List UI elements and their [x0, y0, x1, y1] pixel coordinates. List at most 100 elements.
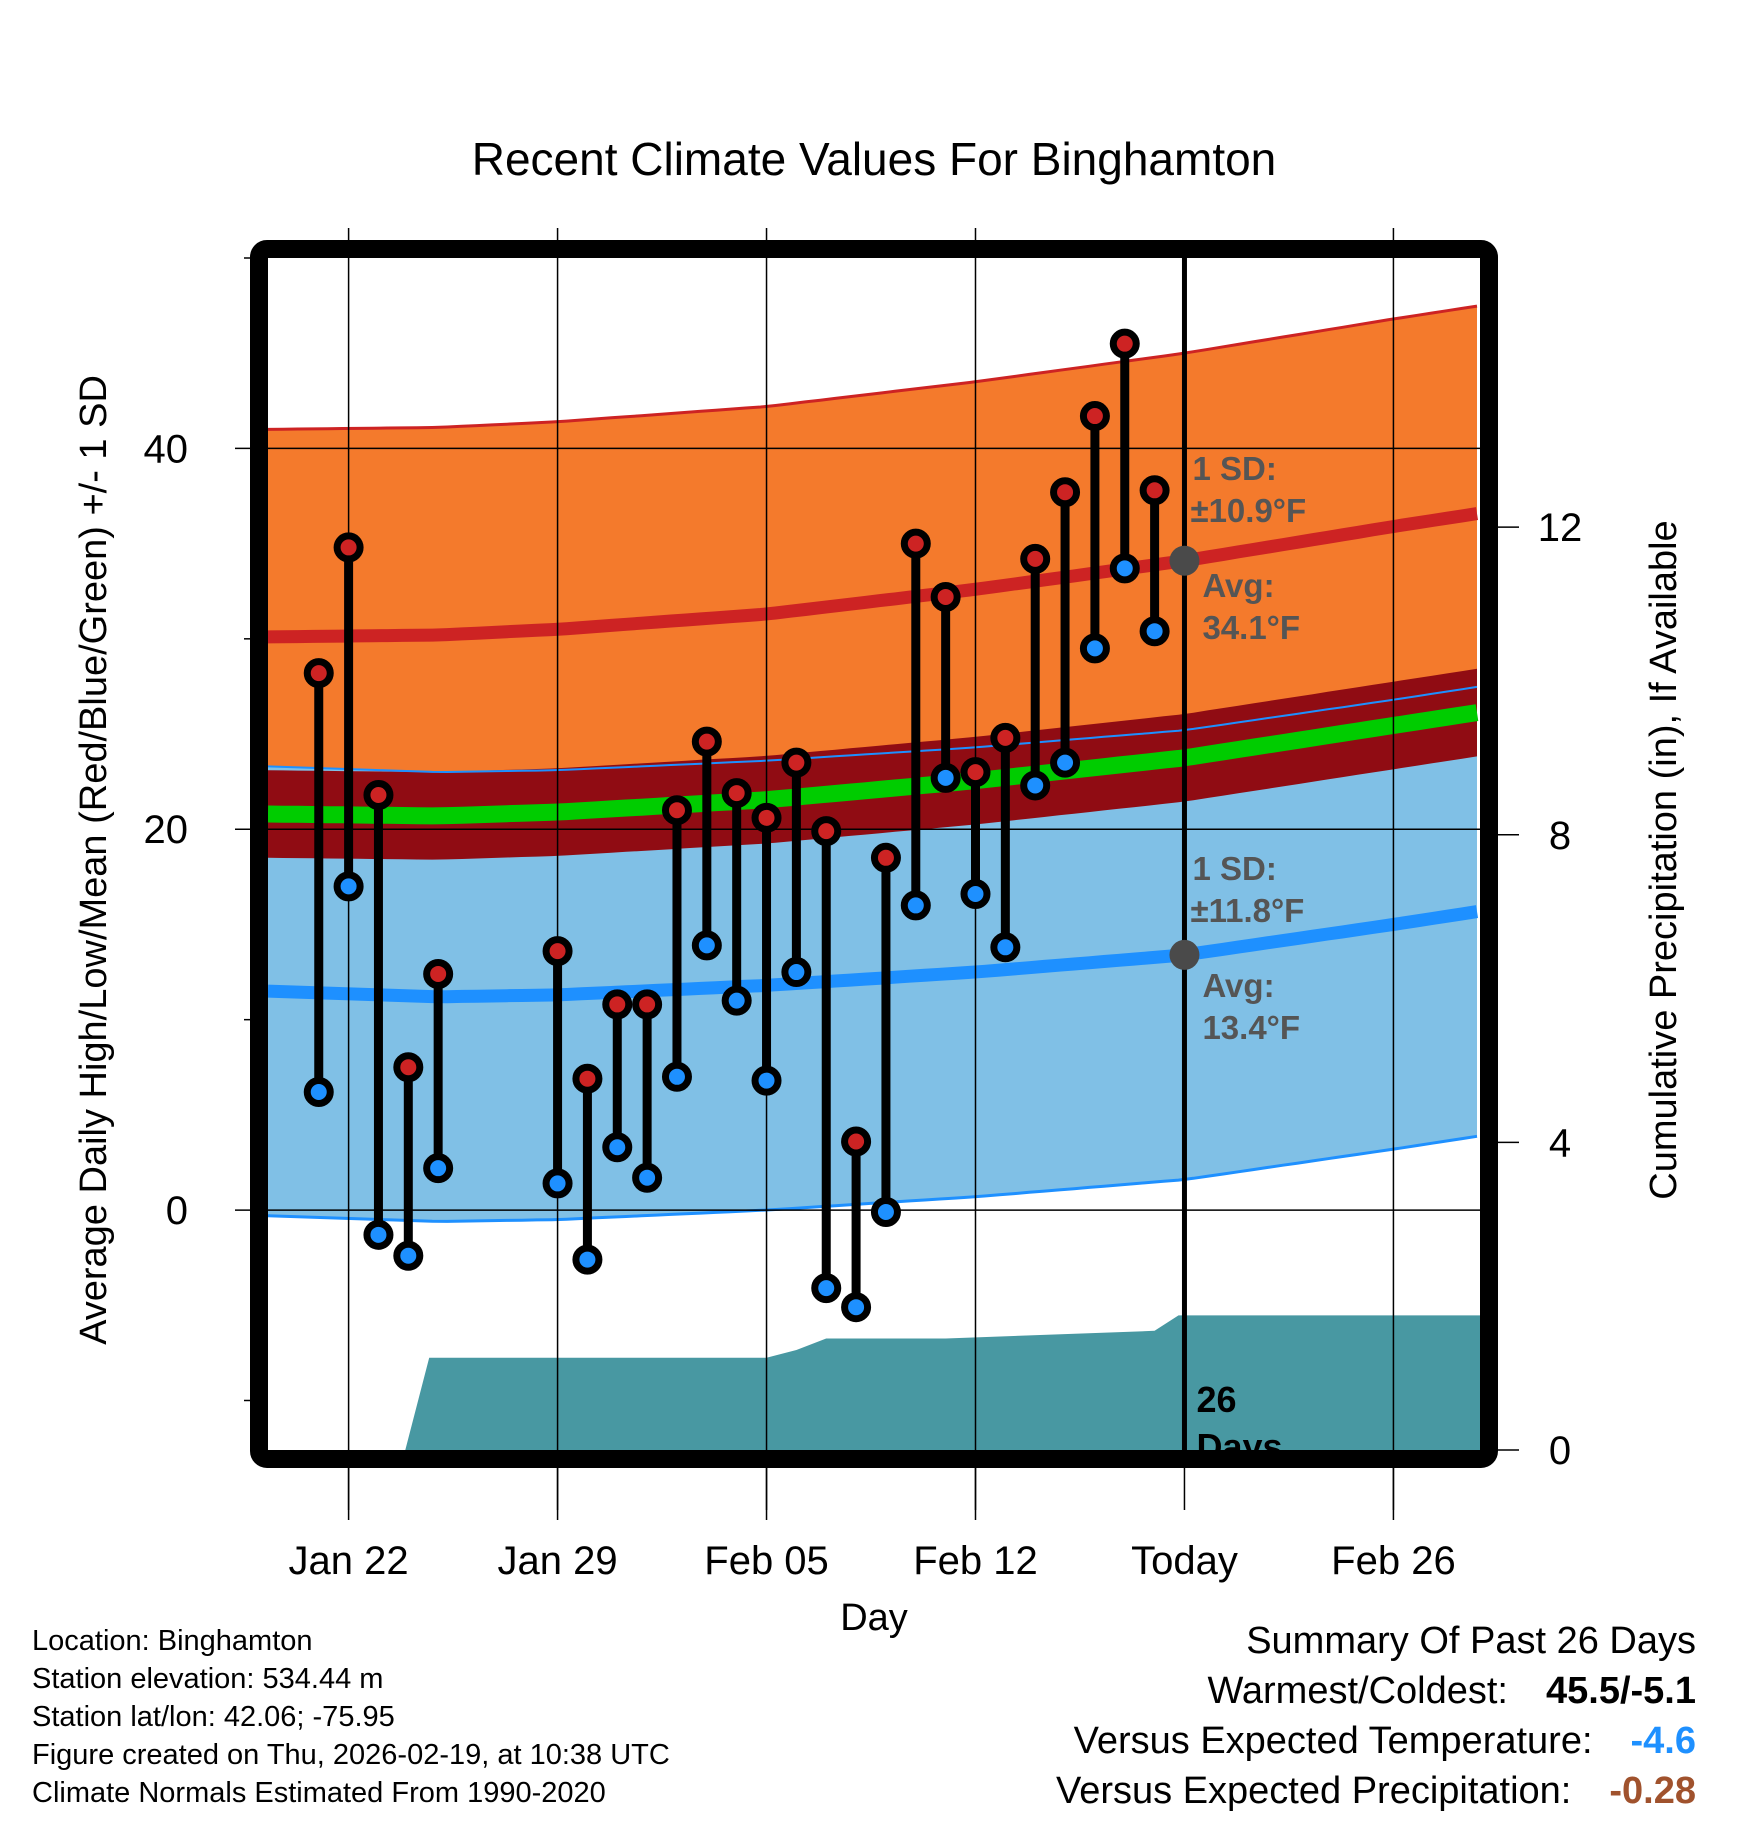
mean-normal-line [268, 704, 1479, 825]
daily-low-marker [900, 890, 931, 921]
daily-high-marker [930, 581, 961, 612]
x-tick-label: Feb 12 [913, 1539, 1038, 1583]
daily-low-marker [960, 878, 991, 909]
low-normal-line [268, 905, 1478, 1004]
daily-high-marker [1109, 328, 1140, 359]
high-avg-value: 34.1°F [1202, 609, 1300, 646]
daily-low-marker [841, 1292, 872, 1323]
low-sd-lower-line [268, 1134, 1478, 1223]
daily-low-marker [721, 985, 752, 1016]
high-sd-upper-line [268, 304, 1478, 431]
daily-high-marker [1079, 401, 1110, 432]
low-avg-value: 13.4°F [1202, 1009, 1300, 1046]
summary-title: Summary Of Past 26 Days [1246, 1620, 1696, 1662]
daily-low-marker [393, 1240, 424, 1271]
daily-low-marker [632, 1162, 663, 1193]
daily-low-marker [363, 1219, 394, 1250]
days-count-label: 26 [1196, 1379, 1236, 1420]
created-text: Figure created on Thu, 2026-02-19, at 10… [32, 1739, 670, 1771]
low-sd-upper-line [268, 685, 1478, 774]
daily-low-marker [542, 1168, 573, 1199]
summary-panel: Summary Of Past 26 Days Warmest/Coldest:… [1056, 1616, 1696, 1816]
x-tick-label: Feb 26 [1331, 1539, 1456, 1583]
daily-high-marker [691, 726, 722, 757]
daily-low-marker [1050, 747, 1081, 778]
daily-high-marker [960, 757, 991, 788]
high-sd-band [268, 306, 1477, 845]
low-avg-label: Avg: [1202, 967, 1274, 1004]
y2-tick-label: 12 [1538, 506, 1583, 550]
daily-low-marker [1020, 770, 1051, 801]
daily-high-marker [811, 816, 842, 847]
daily-high-marker [781, 747, 812, 778]
daily-low-marker [1139, 616, 1170, 647]
y2-tick-label: 0 [1549, 1429, 1571, 1473]
summary-warmest-coldest: Warmest/Coldest: 45.5/-5.1 [1056, 1666, 1696, 1716]
x-tick-label: Feb 05 [704, 1539, 829, 1583]
daily-high-marker [990, 722, 1021, 753]
low-sd-value: ±11.8°F [1190, 892, 1304, 929]
high-sd-label: 1 SD: [1192, 450, 1276, 487]
daily-high-marker [393, 1052, 424, 1083]
daily-low-marker [661, 1061, 692, 1092]
y2-tick-label: 8 [1549, 814, 1571, 858]
warmest-coldest-value: 45.5/-5.1 [1546, 1670, 1696, 1712]
daily-high-marker [363, 779, 394, 810]
daily-high-marker [721, 778, 752, 809]
summary-precip: Versus Expected Precipitation: -0.28 [1056, 1766, 1696, 1816]
normals-text: Climate Normals Estimated From 1990-2020 [32, 1777, 606, 1809]
daily-low-marker [333, 871, 364, 902]
daily-low-marker [423, 1153, 454, 1184]
high-normal-line [268, 507, 1478, 644]
y-axis-label: Average Daily High/Low/Mean (Red/Blue/Gr… [73, 375, 115, 1345]
daily-high-marker [333, 532, 364, 563]
latlon-text: Station lat/lon: 42.06; -75.95 [32, 1701, 395, 1733]
elevation-text: Station elevation: 534.44 m [32, 1663, 384, 1695]
daily-high-marker [542, 936, 573, 967]
daily-low-marker [691, 930, 722, 961]
daily-high-marker [1050, 477, 1081, 508]
y-tick-label: 0 [166, 1189, 188, 1233]
daily-high-marker [870, 842, 901, 873]
axes: Jan 22 Jan 29 Feb 05 Feb 12 Today Feb 2602040… [144, 240, 1583, 1583]
high-sd-value: ±10.9°F [1190, 492, 1306, 529]
plot-frame [250, 240, 1498, 1468]
summary-temp: Versus Expected Temperature: -4.6 [1056, 1716, 1696, 1766]
daily-low-marker [781, 957, 812, 988]
warmest-coldest-label: Warmest/Coldest: [1207, 1670, 1508, 1712]
daily-high-marker [632, 989, 663, 1020]
daily-high-marker [661, 795, 692, 826]
precip-anomaly-label: Versus Expected Precipitation: [1055, 1770, 1572, 1812]
high-avg-label: Avg: [1202, 567, 1274, 604]
chart-title: Recent Climate Values For Binghamton [472, 133, 1277, 185]
plot-area: 1 SD: ±10.9°F Avg: 34.1°F 1 SD: ±11.8°F Avg: 13… [235, 228, 1480, 1520]
daily-high-marker [841, 1126, 872, 1157]
daily-high-marker [602, 989, 633, 1020]
daily-low-marker [870, 1196, 901, 1227]
daily-high-marker [423, 958, 454, 989]
daily-low-marker [990, 932, 1021, 963]
daily-low-marker [930, 762, 961, 793]
daily-low-marker [602, 1132, 633, 1163]
daily-high-marker [303, 658, 334, 689]
daily-high-marker [1020, 543, 1051, 574]
daily-low-marker [1079, 633, 1110, 664]
daily-low-marker [1109, 553, 1140, 584]
daily-high-marker [900, 528, 931, 559]
daily-high-marker [572, 1063, 603, 1094]
location-text: Location: Binghamton [32, 1625, 313, 1657]
temp-anomaly-label: Versus Expected Temperature: [1073, 1720, 1593, 1762]
low-sd-label: 1 SD: [1192, 850, 1276, 887]
daily-high-marker [1139, 475, 1170, 506]
today-high-normal-dot [1169, 545, 1200, 576]
daily-low-marker [751, 1065, 782, 1096]
y2-axis-label: Cumulative Precipitation (in), If Availa… [1643, 520, 1685, 1199]
x-tick-label: Today [1131, 1539, 1238, 1583]
y-tick-label: 40 [144, 427, 189, 471]
x-axis-label: Day [840, 1597, 908, 1639]
today-low-normal-dot [1169, 939, 1200, 970]
daily-low-marker [572, 1244, 603, 1275]
daily-low-marker [303, 1077, 334, 1108]
x-tick-label: Jan 22 [289, 1539, 409, 1583]
